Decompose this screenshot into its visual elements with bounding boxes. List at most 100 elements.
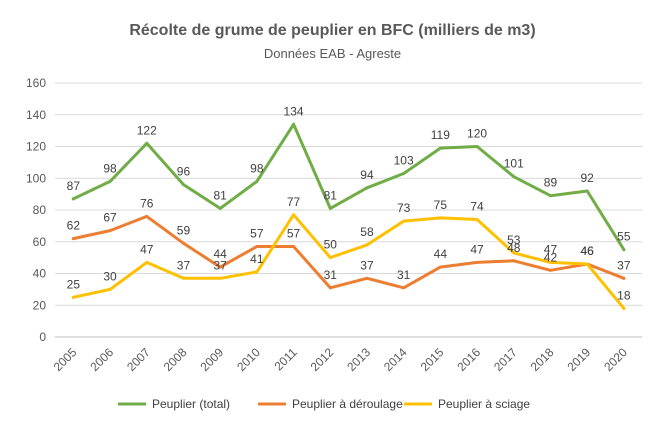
data-label: 47 (544, 242, 558, 256)
data-label: 77 (287, 195, 301, 209)
legend-label: Peuplier à déroulage (292, 397, 403, 411)
data-point (108, 287, 112, 291)
data-label: 98 (250, 161, 264, 175)
series-line (71, 214, 626, 290)
data-point (218, 206, 222, 210)
data-point (475, 218, 479, 222)
data-label: 76 (140, 196, 154, 210)
data-label: 98 (103, 161, 117, 175)
data-point (512, 175, 516, 179)
data-point (365, 186, 369, 190)
legend-label: Peuplier (total) (152, 397, 230, 411)
data-point (402, 286, 406, 290)
data-point (255, 179, 259, 183)
data-point (622, 306, 626, 310)
y-tick-label: 80 (33, 203, 47, 217)
data-label: 134 (284, 104, 304, 118)
data-point (438, 146, 442, 150)
data-label: 87 (67, 179, 81, 193)
data-label: 101 (504, 157, 524, 171)
x-tick-label: 2014 (381, 345, 410, 374)
data-label: 57 (250, 227, 264, 241)
series-line (71, 213, 626, 310)
data-label: 96 (177, 165, 191, 179)
y-tick-label: 20 (33, 298, 47, 312)
data-point (622, 248, 626, 252)
x-tick-label: 2010 (234, 345, 263, 374)
data-label: 44 (434, 247, 448, 261)
data-point (181, 276, 185, 280)
data-label: 47 (470, 242, 484, 256)
x-tick-label: 2020 (601, 345, 630, 374)
data-label: 57 (287, 227, 301, 241)
data-label: 75 (434, 198, 448, 212)
data-label: 48 (507, 241, 521, 255)
data-label: 58 (360, 225, 374, 239)
data-point (292, 122, 296, 126)
data-label: 37 (617, 258, 631, 272)
y-tick-label: 160 (26, 76, 46, 90)
data-point (402, 219, 406, 223)
x-tick-label: 2015 (418, 345, 447, 374)
data-point (255, 245, 259, 249)
data-point (145, 260, 149, 264)
x-tick-label: 2013 (344, 345, 373, 374)
data-point (365, 276, 369, 280)
data-point (292, 213, 296, 217)
data-point (548, 268, 552, 272)
data-point (328, 256, 332, 260)
data-point (218, 265, 222, 269)
data-label: 31 (324, 268, 338, 282)
data-point (181, 183, 185, 187)
data-label: 50 (324, 238, 338, 252)
x-tick-label: 2005 (51, 345, 80, 374)
data-label: 46 (580, 244, 594, 258)
data-label: 74 (470, 200, 484, 214)
data-point (475, 260, 479, 264)
data-point (438, 216, 442, 220)
data-point (438, 265, 442, 269)
data-label: 18 (617, 288, 631, 302)
x-tick-label: 2008 (161, 345, 190, 374)
y-tick-label: 60 (33, 235, 47, 249)
data-point (218, 276, 222, 280)
data-label: 120 (467, 127, 487, 141)
x-tick-label: 2006 (87, 345, 116, 374)
data-point (71, 295, 75, 299)
data-point (145, 141, 149, 145)
series-line (71, 122, 626, 252)
data-point (71, 197, 75, 201)
data-point (181, 241, 185, 245)
data-label: 37 (360, 258, 374, 272)
x-tick-label: 2019 (564, 345, 593, 374)
data-point (328, 286, 332, 290)
data-point (512, 251, 516, 255)
data-label: 46 (580, 244, 594, 258)
data-label: 122 (137, 123, 157, 137)
data-point (585, 189, 589, 193)
data-label: 37 (213, 258, 227, 272)
chart-subtitle: Données EAB - Agreste (263, 46, 402, 61)
data-label: 89 (544, 176, 558, 190)
data-point (365, 243, 369, 247)
data-point (255, 270, 259, 274)
data-point (145, 214, 149, 218)
legend-label: Peuplier à sciage (438, 397, 530, 411)
data-point (292, 245, 296, 249)
y-tick-label: 0 (39, 330, 46, 344)
data-label: 92 (580, 171, 594, 185)
data-label: 30 (103, 269, 117, 283)
data-label: 47 (140, 242, 154, 256)
data-label: 81 (324, 188, 338, 202)
data-label: 103 (394, 153, 414, 167)
data-label: 59 (177, 223, 191, 237)
x-tick-label: 2018 (528, 345, 557, 374)
data-point (622, 276, 626, 280)
data-point (108, 179, 112, 183)
data-point (548, 260, 552, 264)
data-label: 94 (360, 168, 374, 182)
x-tick-label: 2007 (124, 345, 153, 374)
chart-title: Récolte de grume de peuplier en BFC (mil… (129, 22, 536, 39)
x-tick-label: 2017 (491, 345, 520, 374)
data-point (71, 237, 75, 241)
